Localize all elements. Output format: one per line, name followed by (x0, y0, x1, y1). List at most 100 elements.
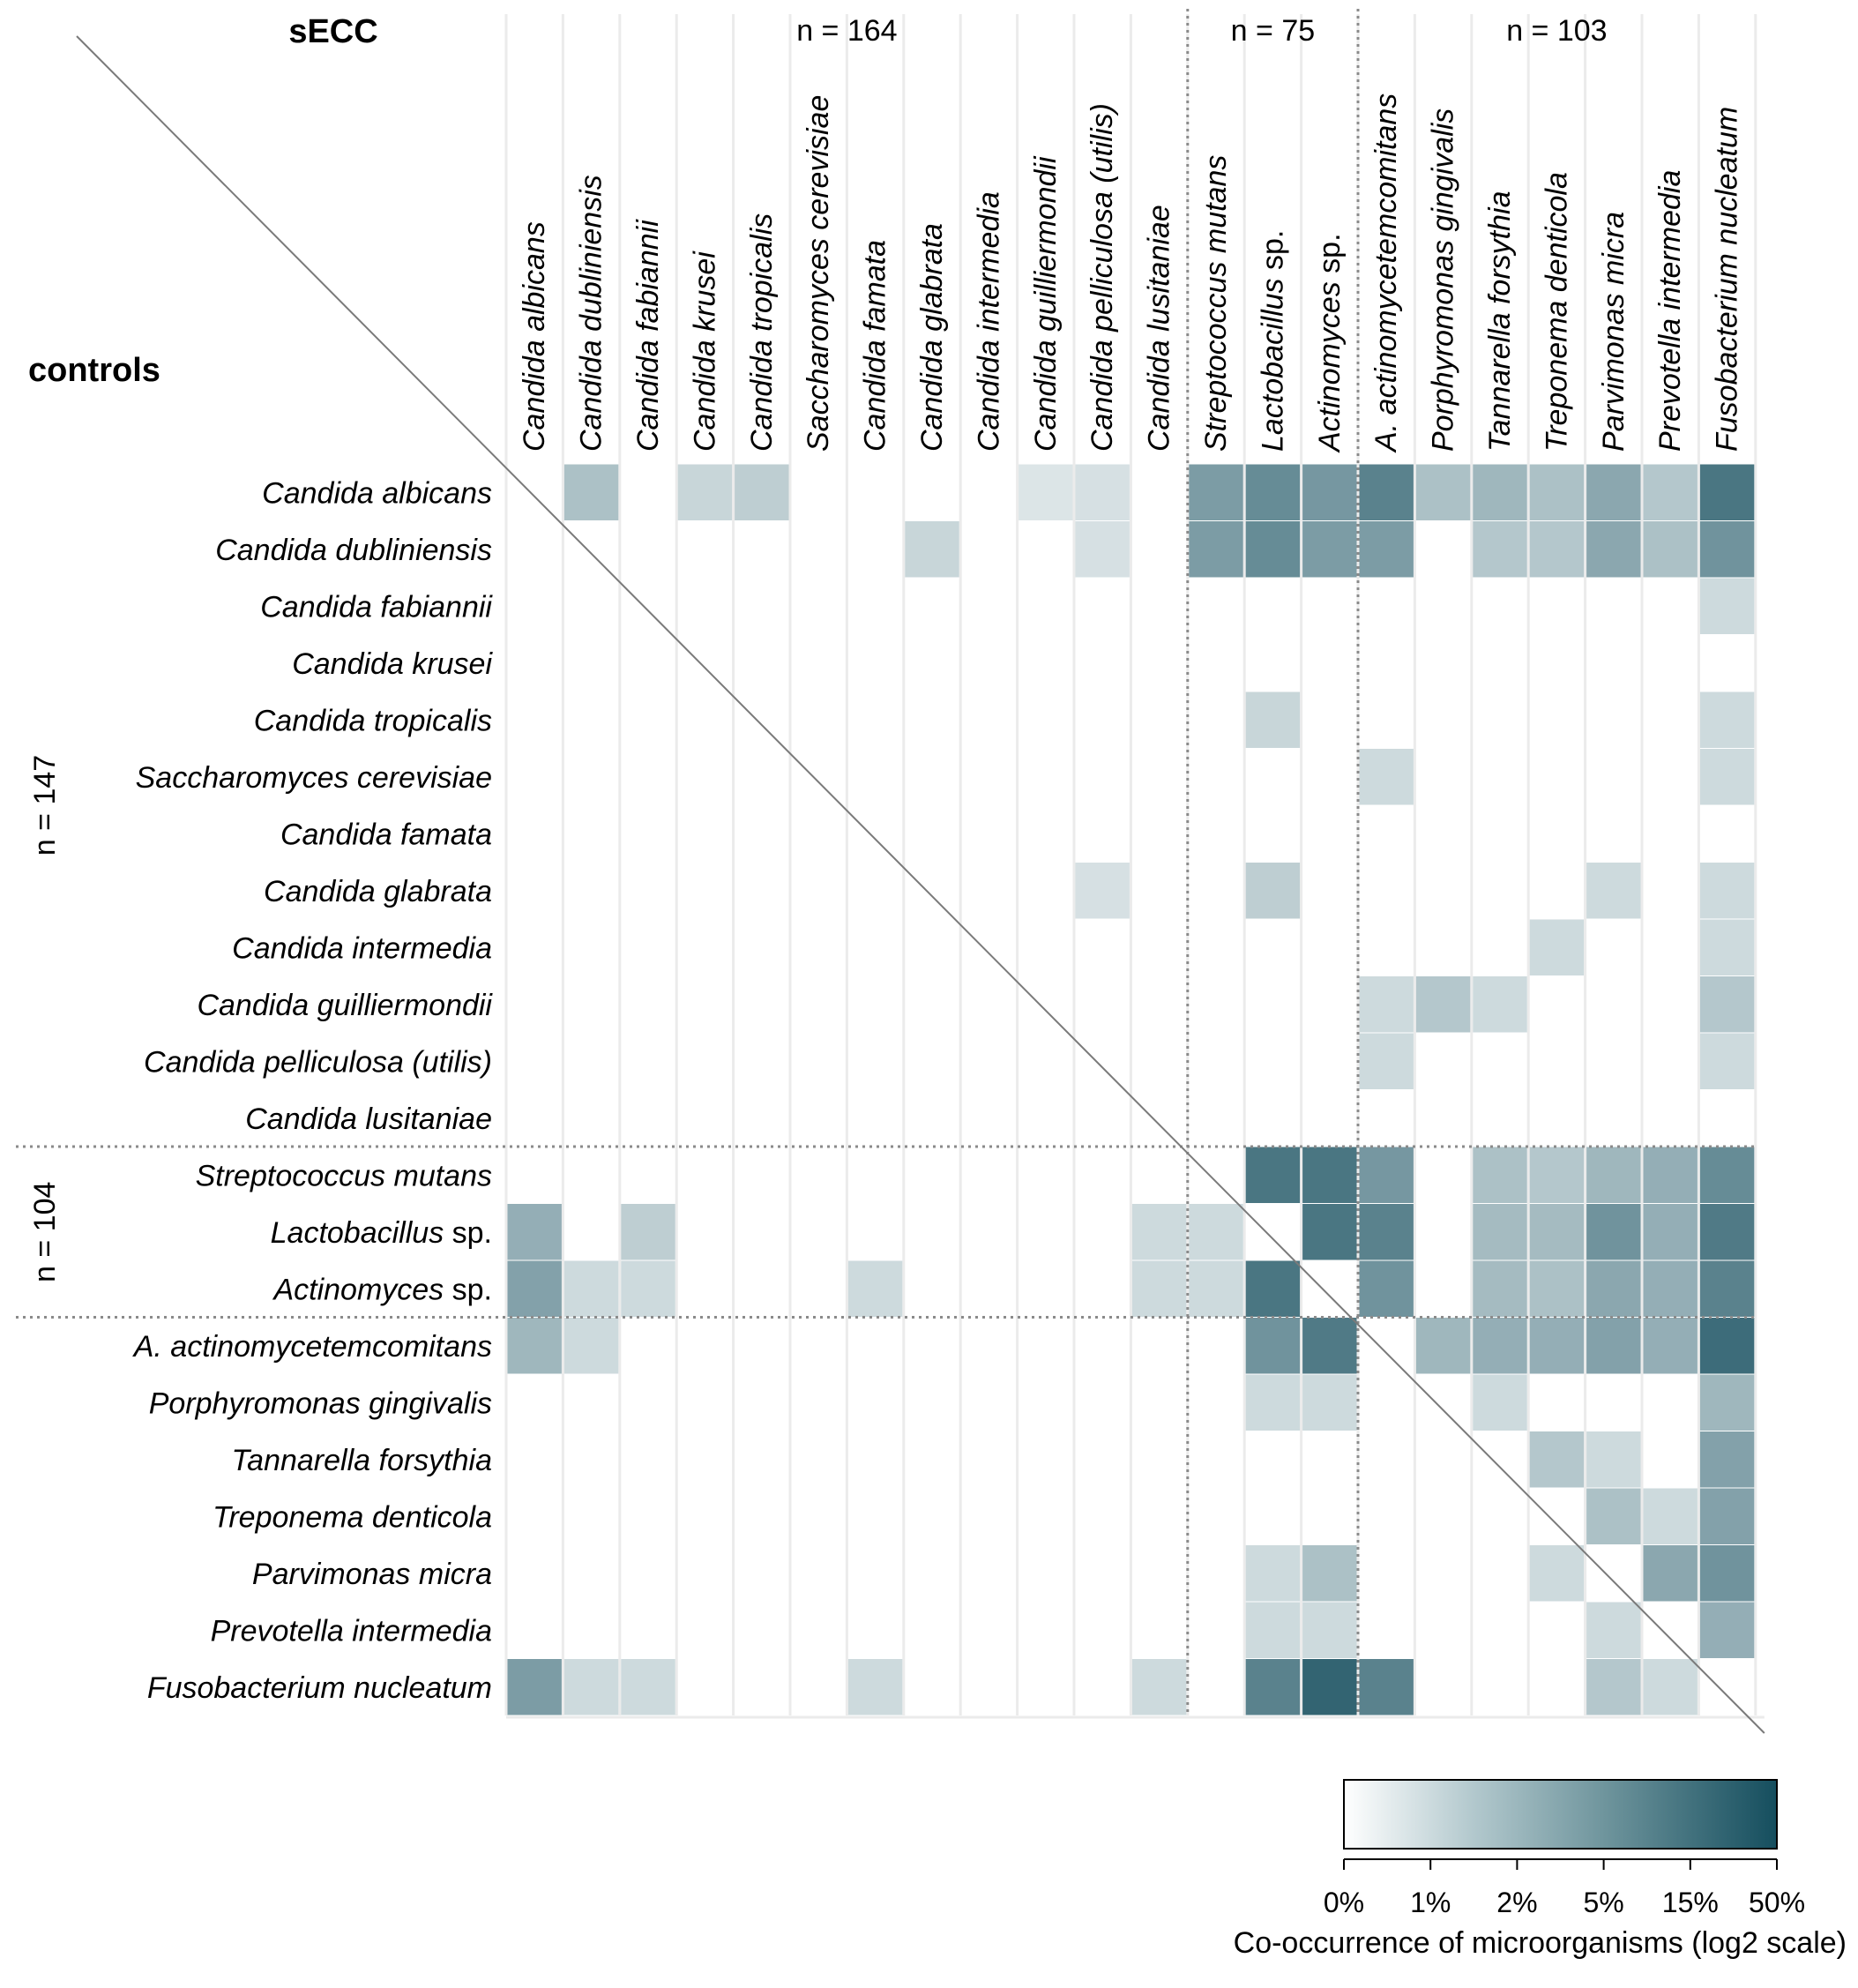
heatmap-cell (1699, 1033, 1755, 1089)
heatmap-cell (1586, 863, 1641, 919)
heatmap-cell (1359, 1033, 1414, 1089)
heatmap-cell (1245, 1374, 1301, 1431)
column-label-actinomyces-sp: Actinomyces sp. (1313, 233, 1347, 453)
heatmap-cell (1699, 691, 1755, 748)
heatmap-cell (1643, 1147, 1698, 1203)
row-label-candida-glabrata: Candida glabrata (264, 875, 492, 908)
heatmap-cell (1699, 1431, 1755, 1488)
heatmap-cell (1359, 1659, 1414, 1715)
column-group-label-1: n = 164 (796, 14, 897, 48)
row-label-actinomyces-sp: Actinomyces sp. (272, 1273, 492, 1306)
heatmap-cells (507, 464, 1755, 1715)
heatmap-cell (1075, 521, 1130, 578)
column-label-a-actinomycetemcomitans: A. actinomycetemcomitans (1369, 93, 1403, 453)
heatmap-cell (1699, 919, 1755, 975)
heatmap-cell (1699, 749, 1755, 805)
heatmap-cell (1586, 1431, 1641, 1488)
heatmap-cell (1586, 1659, 1641, 1715)
heatmap-cell (1359, 1204, 1414, 1260)
column-group-label-2: n = 75 (1231, 14, 1315, 48)
heatmap-cell (1473, 464, 1527, 520)
heatmap-cell (1529, 1545, 1585, 1602)
heatmap-cell (1473, 976, 1527, 1033)
row-label-candida-guilliermondii: Candida guilliermondii (197, 989, 493, 1022)
row-label-tannarella-forsythia: Tannarella forsythia (232, 1444, 492, 1477)
heatmap-cell (1699, 976, 1755, 1033)
column-label-candida-lusitaniae: Candida lusitaniae (1143, 205, 1176, 452)
heatmap-cell (1131, 1260, 1187, 1317)
heatmap-cell (735, 464, 789, 520)
column-label-fusobacterium-nucleatum: Fusobacterium nucleatum (1711, 107, 1744, 452)
row-label-candida-famata: Candida famata (280, 818, 492, 851)
heatmap-cell (1586, 464, 1641, 520)
column-label-lactobacillus-sp: Lactobacillus sp. (1256, 230, 1289, 452)
color-scale-label: Co-occurrence of microorganisms (log2 sc… (1234, 1926, 1847, 1960)
heatmap-cell (563, 1318, 619, 1374)
heatmap-cell (1473, 1147, 1527, 1203)
heatmap-cell (1415, 976, 1471, 1033)
heatmap-cell (1189, 464, 1243, 520)
heatmap-cell (1359, 976, 1414, 1033)
heatmap-cell (1643, 521, 1698, 578)
heatmap-cell (1245, 1545, 1301, 1602)
column-label-saccharomyces-cerevisiae: Saccharomyces cerevisiae (802, 95, 835, 452)
axis-labels: Candida albicans Candida albicans Candida … (28, 13, 1744, 1705)
color-scale-legend: 0% 1% 2% 5% 15% 50% Co-occurrence of microorga… (1234, 1779, 1847, 1960)
heatmap-cell (563, 464, 619, 520)
row-label-streptococcus-mutans: Streptococcus mutans (196, 1159, 492, 1192)
heatmap-cell (1302, 1545, 1357, 1602)
heatmap-cell (1473, 1204, 1527, 1260)
column-label-candida-pelliculosa-utilis: Candida pelliculosa (utilis) (1086, 103, 1119, 452)
heatmap-cell (1699, 1545, 1755, 1602)
row-label-treponema-denticola: Treponema denticola (213, 1500, 492, 1534)
column-label-candida-fabiannii: Candida fabiannii (631, 219, 665, 452)
column-label-candida-albicans: Candida albicans (518, 221, 551, 452)
heatmap-cell (1699, 521, 1755, 578)
row-label-fusobacterium-nucleatum: Fusobacterium nucleatum (147, 1671, 492, 1705)
heatmap-cell (1699, 1318, 1755, 1374)
heatmap-cell (1245, 1147, 1301, 1203)
heatmap-cell (1643, 464, 1698, 520)
heatmap-cell (621, 1204, 675, 1260)
heatmap-cell (1415, 464, 1471, 520)
column-label-candida-guilliermondii: Candida guilliermondii (1029, 155, 1063, 452)
heatmap-cell (1529, 919, 1585, 975)
color-scale-tick-label: 0% (1324, 1887, 1364, 1918)
heatmap-cell (1359, 1147, 1414, 1203)
heatmap-cell (1302, 1204, 1357, 1260)
heatmap-cell (1245, 691, 1301, 748)
heatmap-cell (563, 1659, 619, 1715)
row-label-porphyromonas-gingivalis: Porphyromonas gingivalis (149, 1386, 492, 1420)
heatmap-cell (1586, 1147, 1641, 1203)
heatmap-cell (1189, 1204, 1243, 1260)
column-label-treponema-denticola: Treponema denticola (1540, 172, 1573, 452)
heatmap-cell (1699, 464, 1755, 520)
heatmap-cell (847, 1659, 903, 1715)
heatmap-cell (1529, 464, 1585, 520)
color-scale-tick-label: 2% (1496, 1887, 1537, 1918)
heatmap-cell (1245, 1318, 1301, 1374)
column-label-candida-tropicalis: Candida tropicalis (745, 213, 779, 452)
heatmap-cell (1529, 1260, 1585, 1317)
heatmap-cell (1529, 521, 1585, 578)
secc-title: sECC (288, 13, 377, 50)
heatmap-cell (1586, 1488, 1641, 1544)
heatmap-cell (621, 1260, 675, 1317)
heatmap-cell (1189, 1260, 1243, 1317)
heatmap-cell (1019, 464, 1073, 520)
heatmap-cell (847, 1260, 903, 1317)
heatmap-cell (507, 1204, 562, 1260)
column-label-tannarella-forsythia: Tannarella forsythia (1483, 191, 1517, 452)
row-label-candida-dubliniensis: Candida dubliniensis (215, 534, 492, 567)
heatmap-cell (1189, 521, 1243, 578)
column-label-candida-glabrata: Candida glabrata (915, 223, 949, 452)
row-group-label-2: n = 104 (28, 1182, 62, 1282)
heatmap-cell (1245, 1659, 1301, 1715)
controls-title: controls (28, 352, 160, 389)
heatmap-cell (905, 521, 959, 578)
heatmap-cell (621, 1659, 675, 1715)
row-label-lactobacillus-sp: Lactobacillus sp. (271, 1216, 492, 1250)
row-label-prevotella-intermedia: Prevotella intermedia (211, 1614, 492, 1648)
row-label-candida-krusei: Candida krusei (292, 647, 493, 681)
color-scale-bar (1343, 1779, 1778, 1850)
